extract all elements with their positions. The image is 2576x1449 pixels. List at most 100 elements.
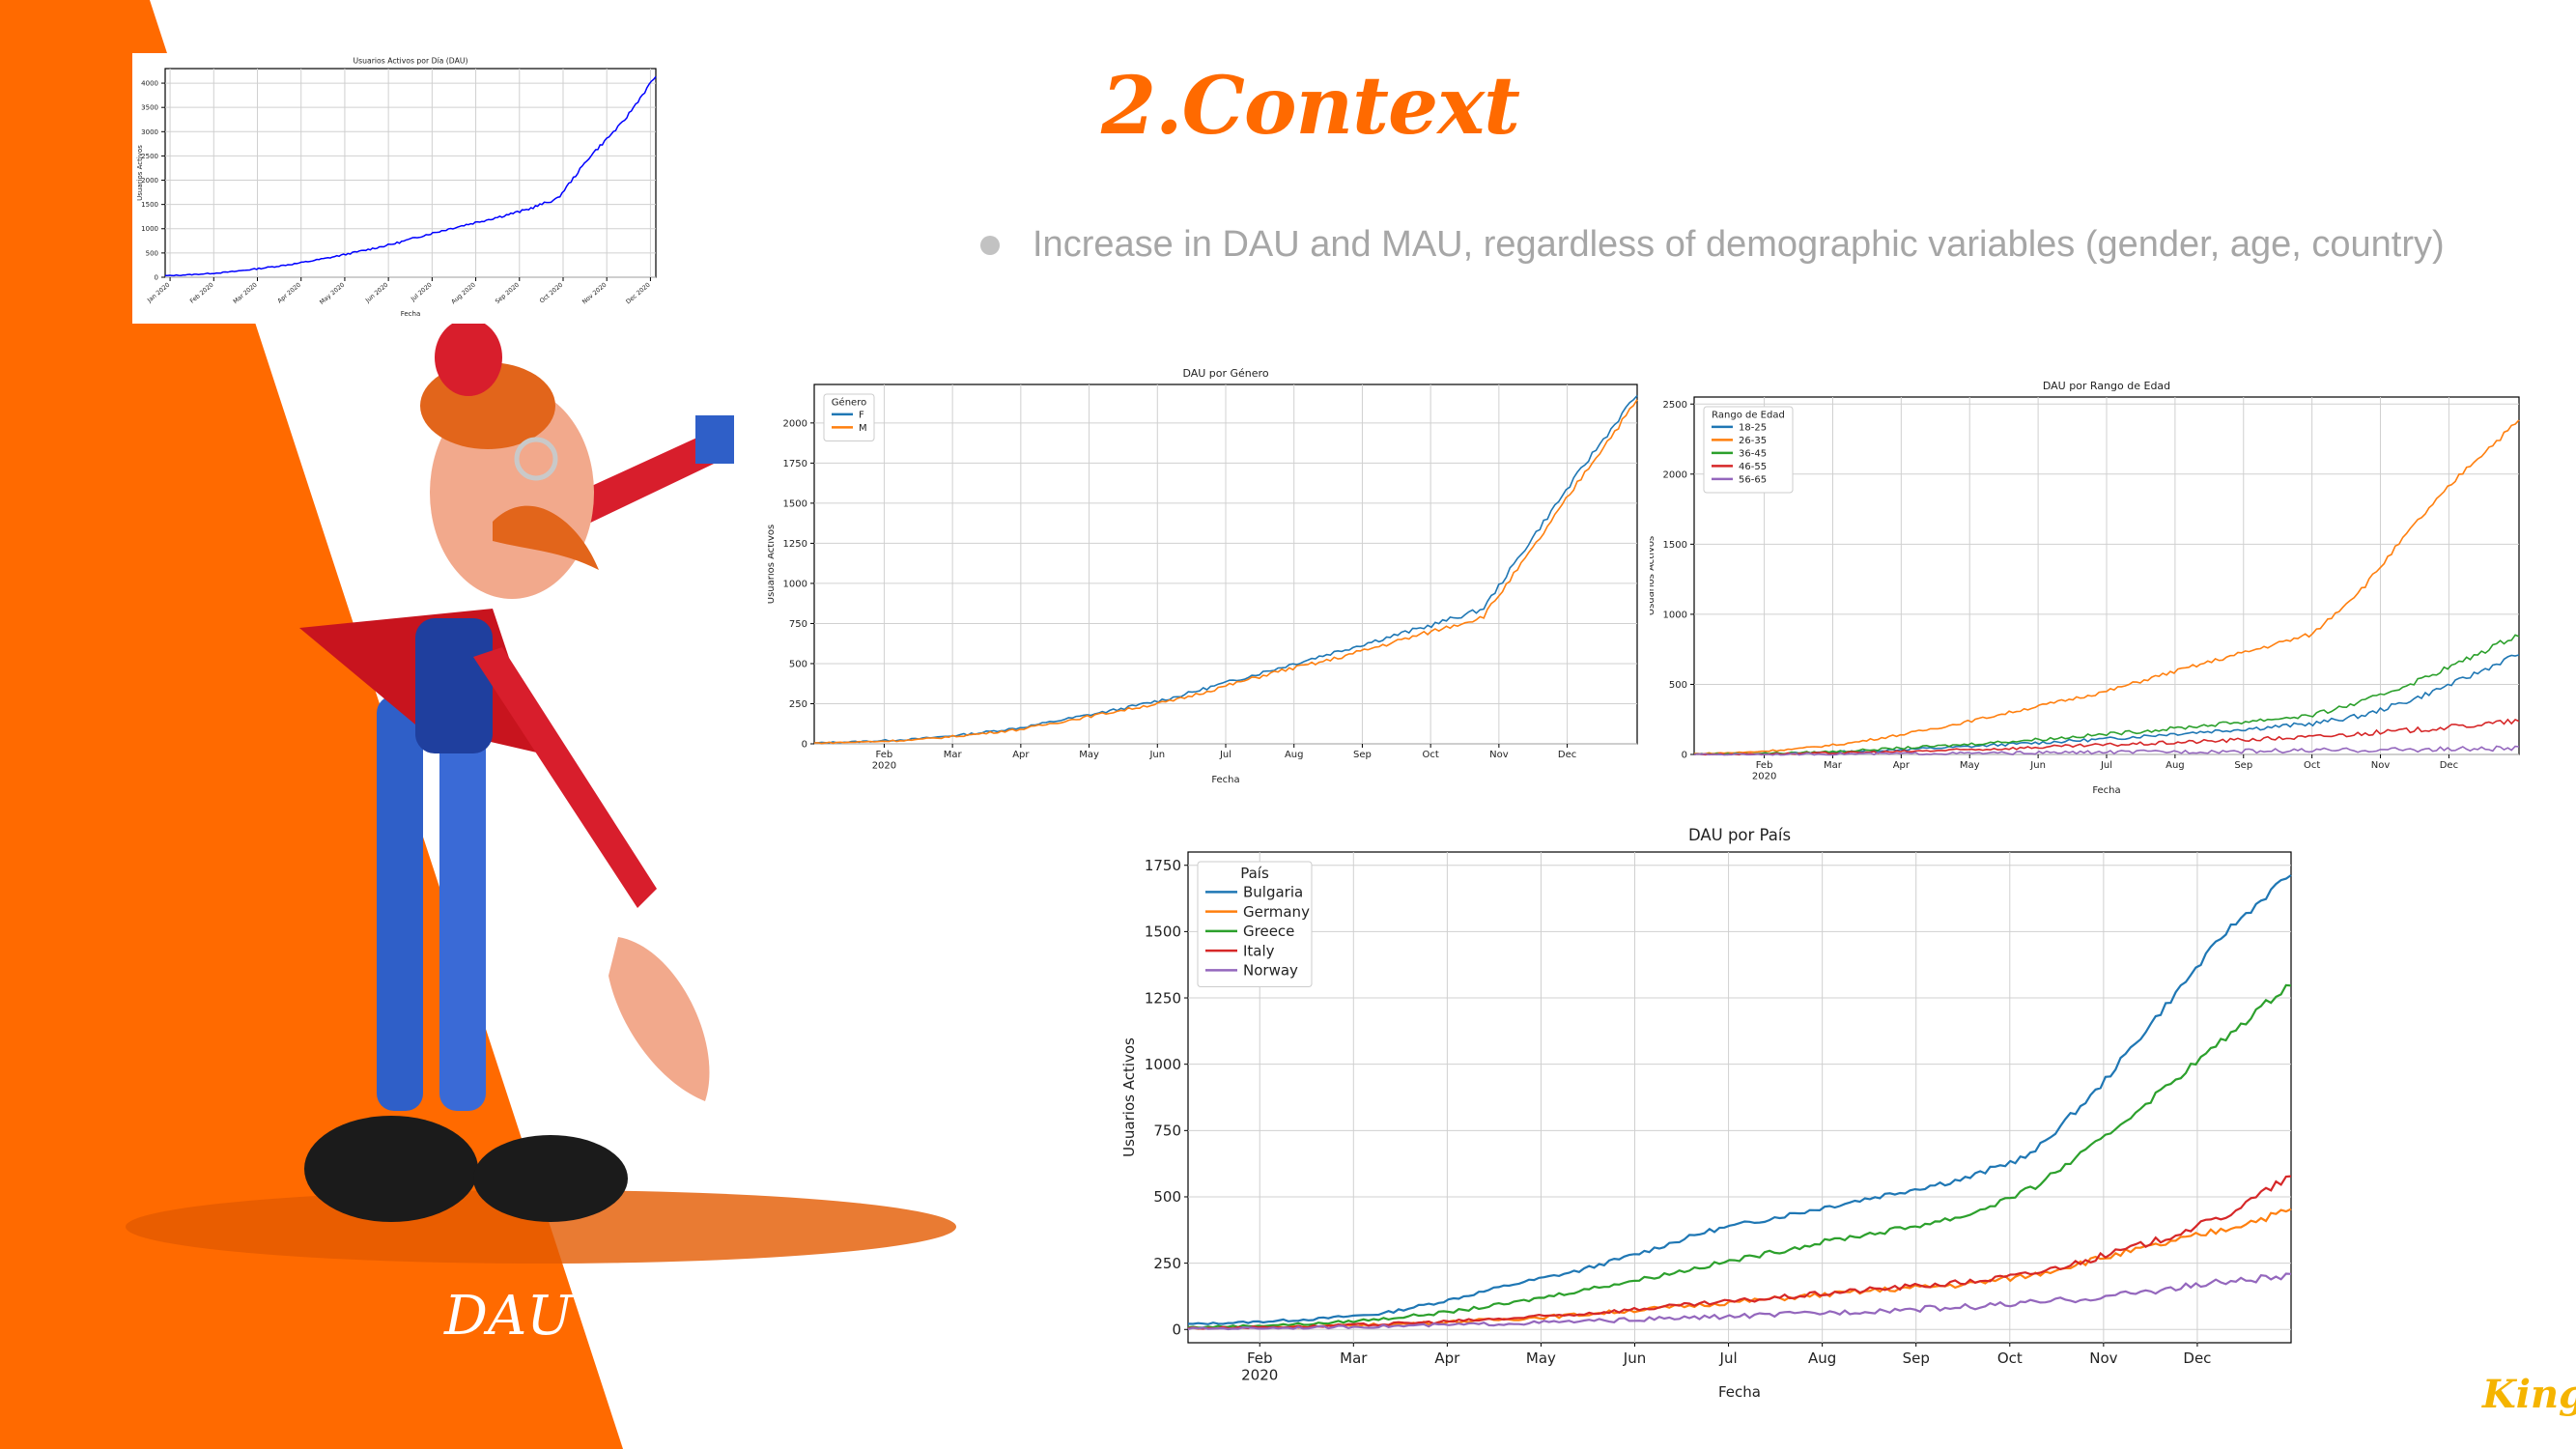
series-line-norway [1187,1272,2292,1331]
x-tick-label: Sep 2020 [495,282,521,306]
x-tick-label: Jun [2029,760,2046,771]
y-tick-label: 750 [1153,1122,1181,1140]
x-tick-label: Feb [876,750,893,760]
legend-label: Norway [1243,962,1298,980]
y-tick-label: 1000 [783,579,807,589]
legend-title: País [1240,865,1269,882]
y-tick-label: 0 [155,273,158,281]
x-tick-label: Feb [1247,1350,1273,1367]
mascot-shoe-right [473,1135,628,1222]
x-axis-label: Fecha [1211,775,1239,785]
chart-dau-country: DAU por País 0 250 500 750 1000 1250 1500 1750 Fe… [1120,819,2299,1410]
y-tick-label: 500 [1153,1188,1181,1206]
series-line-18-25 [1693,654,2520,755]
legend-label: M [859,423,867,434]
y-tick-label: 1500 [1145,923,1181,941]
y-tick-label: 1500 [783,498,807,509]
y-tick-label: 1250 [783,539,807,550]
series-line-56-65 [1693,745,2520,756]
series-line-bulgaria [1187,874,2292,1325]
legend-label: 18-25 [1739,422,1767,433]
x-tick-label: Oct [1422,750,1438,760]
y-tick-label: 2000 [141,177,158,185]
king-logo: King [2482,1372,2576,1417]
series-line-m [813,399,1638,745]
x-tick-label: 2020 [1241,1366,1278,1383]
legend-label: Italy [1243,942,1275,959]
x-tick-label: Oct 2020 [539,282,565,305]
mascot-caption: DAU [444,1285,573,1348]
x-tick-label: Mar 2020 [232,282,258,306]
series-line-46-55 [1693,718,2520,756]
series-line-greece [1187,983,2292,1329]
x-tick-label: Jul [1719,1350,1738,1367]
chart-dau-overall: Usuarios Activos por Día (DAU) 0 500 1000 15… [132,53,662,324]
x-tick-label: May [1526,1350,1556,1367]
chart-dau-gender: DAU por Género 0 250 500 750 1000 1250 1500 1750… [768,359,1649,792]
x-tick-label: Sep [2234,760,2252,771]
x-axis-label: Fecha [2092,785,2120,796]
mascot-illustration [299,319,734,1222]
x-tick-label: Dec [1558,750,1576,760]
mascot-leg-right [439,696,486,1111]
x-tick-label: Feb 2020 [189,282,215,305]
x-tick-label: Jun 2020 [364,282,390,305]
y-tick-label: 0 [1682,751,1687,761]
y-tick-label: 1000 [141,225,158,233]
legend-label: 46-55 [1739,462,1767,472]
y-tick-label: 500 [146,249,158,257]
y-tick-label: 2500 [141,153,158,160]
legend-label: F [859,410,864,420]
stage-shadow [126,1190,956,1264]
mascot-monocle [514,437,558,481]
y-tick-label: 1750 [1145,857,1181,874]
legend-label: 56-65 [1739,474,1767,485]
chart-title: DAU por País [1688,826,1791,844]
y-axis-label: Usuarios Activos [1120,1037,1138,1157]
x-tick-label: Sep [1903,1350,1930,1367]
mascot-hat [435,319,502,396]
x-tick-label: Dec 2020 [625,282,652,306]
legend-label: Germany [1243,903,1310,921]
y-tick-label: 750 [789,619,807,630]
x-tick-label: Sep [1353,750,1372,760]
legend-label: Greece [1243,923,1294,940]
x-tick-label: May [1960,760,1980,771]
slide-title: 2.Context [1101,60,1520,153]
x-tick-label: Apr [1012,750,1030,760]
x-tick-label: Oct [1997,1350,2023,1367]
y-tick-label: 250 [789,699,807,710]
x-tick-label: Mar [1824,760,1843,771]
x-tick-label: Feb [1756,760,1773,771]
legend-box [823,393,875,441]
x-tick-label: Apr 2020 [276,282,302,305]
x-tick-label: Jun [1623,1350,1646,1367]
chart-title: DAU por Rango de Edad [2043,380,2170,392]
y-axis-label: Usuarios Activos [1650,536,1656,616]
series-line-dau [165,75,657,277]
x-tick-label: Aug [1285,750,1304,760]
legend-title: Género [832,396,866,408]
y-tick-label: 0 [1172,1321,1181,1339]
y-tick-label: 2000 [783,418,807,429]
y-tick-label: 3000 [141,128,158,136]
bullet-item: Increase in DAU and MAU, regardless of d… [980,224,2445,266]
y-tick-label: 1000 [1663,610,1687,620]
x-tick-label: Jul 2020 [410,282,434,303]
x-tick-label: Aug [2166,760,2185,771]
y-axis-label: Usuarios Activos [768,525,777,605]
y-tick-label: 1500 [1663,540,1687,551]
y-tick-label: 1000 [1145,1056,1181,1073]
y-tick-label: 1500 [141,201,158,209]
legend-title: Rango de Edad [1712,410,1785,420]
x-tick-label: May [1079,750,1099,760]
x-tick-label: Nov [2371,760,2391,771]
x-tick-label: Nov [2089,1350,2117,1367]
y-tick-label: 2000 [1663,469,1687,480]
x-tick-label: Dec [2440,760,2458,771]
chart-title: Usuarios Activos por Día (DAU) [354,56,468,65]
legend-label: 26-35 [1739,436,1767,446]
x-tick-label: Mar [1340,1350,1368,1367]
y-tick-label: 500 [789,659,807,669]
y-tick-label: 0 [802,740,807,751]
